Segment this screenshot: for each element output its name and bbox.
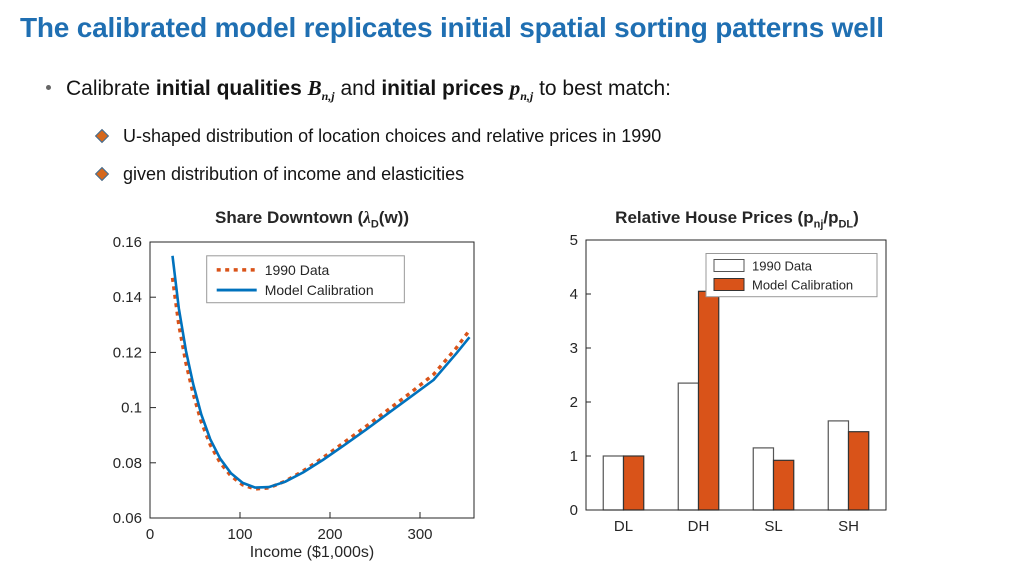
sub-bullet-2-text: given distribution of income and elastic… — [123, 164, 465, 184]
bullet-pre: Calibrate — [66, 77, 156, 100]
svg-text:5: 5 — [570, 232, 578, 249]
bullet-bold-qualities: initial qualities — [155, 77, 308, 100]
math-p: p — [509, 76, 521, 100]
svg-text:0.14: 0.14 — [113, 289, 142, 306]
right-title-mid: /p — [823, 208, 839, 227]
math-B: B — [307, 76, 322, 100]
line-chart-canvas: 0 100 200 300 0.06 0.08 0.1 0.12 0.14 0.16 Income … — [88, 232, 488, 571]
bullet-dot-icon — [46, 84, 51, 90]
right-title-post: ) — [853, 208, 859, 227]
svg-text:0.1: 0.1 — [121, 400, 142, 417]
svg-text:DL: DL — [614, 518, 633, 535]
svg-text:300: 300 — [407, 526, 432, 543]
right-title-sub-dl: DL — [838, 218, 854, 231]
lambda-subscript: D — [370, 218, 379, 231]
bullet-text: Calibrate initial qualities Bn,j and ini… — [66, 76, 671, 104]
bar-chart-canvas: DL DH SL SH 0 1 2 3 4 5 1990 Data Model Calibration — [548, 232, 898, 549]
sub-bullet-1-text: U-shaped distribution of location choice… — [123, 126, 662, 146]
line-chart-svg: 0 100 200 300 0.06 0.08 0.1 0.12 0.14 0.16 Income … — [113, 234, 475, 561]
svg-text:DH: DH — [688, 518, 710, 535]
left-title-pre: Share Downtown ( — [215, 208, 364, 227]
svg-text:Model Calibration: Model Calibration — [752, 278, 853, 293]
diamond-bullet-icon — [94, 166, 110, 181]
left-title-post: (w)) — [378, 208, 409, 227]
math-B-subscript: n,j — [321, 89, 335, 104]
svg-text:SH: SH — [838, 518, 859, 535]
share-downtown-chart: Share Downtown (λD(w)) 0 100 200 300 0.06 0.0… — [88, 208, 488, 571]
sub-bullet-1: U-shaped distribution of location choice… — [94, 126, 662, 147]
right-title-pre: Relative House Prices (p — [615, 208, 814, 227]
left-chart-title: Share Downtown (λD(w)) — [112, 208, 512, 232]
svg-text:0.08: 0.08 — [113, 455, 142, 472]
svg-text:0.16: 0.16 — [113, 234, 142, 251]
bullet-bold-prices: initial prices — [381, 77, 510, 100]
svg-text:0.12: 0.12 — [113, 344, 142, 361]
svg-text:100: 100 — [227, 526, 252, 543]
svg-text:0: 0 — [146, 526, 154, 543]
right-title-sub-nj: nj — [813, 218, 824, 231]
bullet-mid: and — [334, 77, 382, 100]
svg-text:1990 Data: 1990 Data — [752, 259, 813, 274]
svg-text:Model Calibration: Model Calibration — [265, 282, 374, 298]
bullet-post: to best match: — [533, 77, 671, 100]
svg-text:0: 0 — [570, 502, 578, 519]
svg-text:3: 3 — [570, 340, 578, 357]
svg-text:0.06: 0.06 — [113, 510, 142, 527]
diamond-bullet-icon — [94, 128, 110, 143]
svg-text:Income ($1,000s): Income ($1,000s) — [250, 544, 375, 561]
svg-text:200: 200 — [317, 526, 342, 543]
right-chart-title: Relative House Prices (pnj/pDL) — [562, 208, 912, 232]
bullet-main: Calibrate initial qualities Bn,j and ini… — [46, 76, 671, 104]
svg-text:2: 2 — [570, 394, 578, 411]
svg-text:4: 4 — [570, 286, 578, 303]
slide-title: The calibrated model replicates initial … — [20, 12, 884, 43]
bar-chart-svg: DL DH SL SH 0 1 2 3 4 5 1990 Data Model Calibration — [570, 232, 887, 535]
math-p-subscript: n,j — [520, 89, 534, 104]
svg-text:1990 Data: 1990 Data — [265, 262, 330, 278]
sub-bullet-2: given distribution of income and elastic… — [94, 164, 465, 185]
relative-prices-chart: Relative House Prices (pnj/pDL) DL DH SL SH… — [548, 208, 898, 549]
svg-text:SL: SL — [764, 518, 782, 535]
lambda-symbol: λ — [363, 208, 371, 227]
svg-text:1: 1 — [570, 448, 578, 465]
